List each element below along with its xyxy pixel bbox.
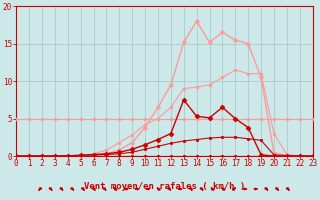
X-axis label: Vent moyen/en rafales ( km/h ): Vent moyen/en rafales ( km/h ): [84, 182, 245, 191]
